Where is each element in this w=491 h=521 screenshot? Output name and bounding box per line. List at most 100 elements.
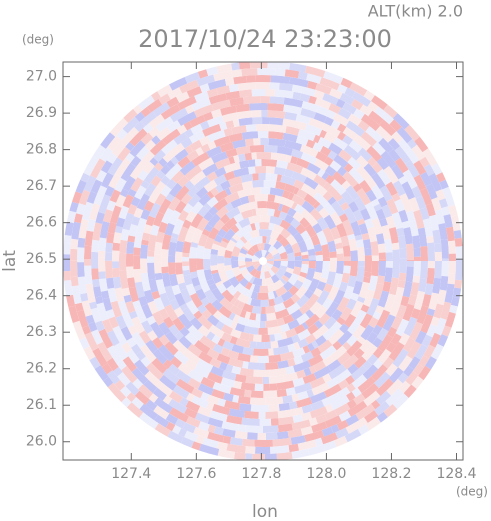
echo-cell	[268, 375, 285, 384]
echo-cell	[123, 294, 132, 303]
echo-cell	[261, 249, 267, 258]
echo-cell	[292, 91, 302, 101]
echo-cell	[324, 116, 334, 127]
echo-cell	[154, 241, 163, 255]
echo-cell	[211, 151, 228, 164]
echo-cell	[309, 259, 317, 261]
echo-cell	[264, 145, 278, 153]
echo-cell	[146, 256, 155, 263]
echo-cell	[122, 356, 137, 373]
echo-cell	[278, 416, 294, 426]
echo-cell	[425, 356, 437, 370]
echo-cell	[169, 77, 188, 91]
echo-cell	[95, 320, 105, 332]
echo-cell	[349, 261, 358, 277]
echo-cell	[241, 417, 260, 426]
echo-cell	[230, 260, 239, 269]
echo-cell	[254, 222, 260, 230]
echo-cell	[323, 383, 342, 398]
echo-cell	[238, 264, 246, 269]
echo-cell	[182, 422, 196, 434]
echo-cell	[300, 107, 317, 119]
echo-cell	[105, 252, 113, 261]
echo-cell	[106, 277, 115, 289]
echo-cell	[316, 216, 329, 231]
echo-cell	[276, 317, 286, 327]
echo-cell	[166, 96, 180, 108]
echo-cell	[239, 89, 253, 98]
echo-cell	[154, 262, 162, 274]
echo-cell	[416, 290, 425, 299]
echo-cell	[333, 154, 349, 169]
echo-cell	[420, 246, 428, 261]
echo-cell	[122, 194, 134, 209]
echo-cell	[249, 283, 256, 292]
echo-cell	[219, 297, 234, 311]
echo-cell	[246, 75, 256, 83]
echo-cell	[237, 395, 251, 405]
echo-cell	[236, 301, 245, 310]
echo-cell	[184, 230, 195, 243]
echo-cell	[362, 364, 379, 380]
echo-cell	[436, 172, 446, 183]
echo-cell	[229, 336, 238, 345]
echo-cell	[380, 111, 395, 125]
echo-cell	[186, 392, 195, 402]
echo-cell	[196, 130, 206, 140]
echo-cell	[384, 267, 393, 283]
echo-cell	[265, 262, 274, 269]
x-tick-label: 128.0	[306, 466, 346, 482]
echo-cell	[294, 261, 302, 268]
echo-cell	[363, 390, 381, 407]
echo-cell	[330, 179, 347, 196]
echo-cell	[280, 258, 289, 261]
echo-cell	[80, 292, 89, 302]
echo-cell	[297, 439, 317, 451]
echo-cell	[167, 363, 180, 376]
echo-cell	[260, 215, 271, 223]
echo-cell	[291, 201, 298, 210]
echo-cell	[84, 265, 93, 285]
echo-cell	[167, 196, 181, 212]
echo-cell	[147, 330, 158, 342]
echo-cell	[268, 404, 280, 412]
echo-cell	[402, 169, 418, 189]
echo-cell	[309, 218, 319, 227]
echo-cell	[321, 392, 341, 407]
echo-cell	[89, 356, 101, 369]
echo-cell	[353, 134, 372, 151]
echo-cell	[434, 317, 447, 336]
echo-cell	[267, 284, 276, 293]
echo-cell	[244, 281, 253, 290]
echo-cell	[292, 347, 306, 358]
echo-cell	[114, 157, 131, 178]
echo-cell	[440, 239, 449, 259]
echo-cell	[286, 302, 301, 315]
echo-cell	[403, 227, 413, 245]
echo-cell	[328, 364, 347, 380]
echo-cell	[296, 397, 313, 408]
echo-cell	[412, 363, 424, 376]
echo-cell	[165, 160, 176, 170]
echo-cell	[343, 285, 355, 300]
echo-cell	[210, 248, 219, 255]
echo-cell	[167, 255, 176, 263]
echo-cell	[304, 224, 317, 238]
echo-cell	[164, 304, 178, 322]
echo-cell	[229, 387, 245, 397]
echo-cell	[238, 424, 246, 433]
echo-cell	[388, 367, 404, 384]
echo-cell	[316, 230, 328, 246]
echo-cell	[397, 372, 409, 384]
echo-cell	[174, 331, 184, 341]
echo-cell	[116, 128, 128, 140]
echo-cell	[269, 215, 283, 226]
echo-cell	[168, 398, 188, 414]
echo-cell	[243, 232, 253, 242]
echo-cell	[131, 397, 144, 410]
echo-cell	[226, 284, 238, 296]
echo-cell	[270, 173, 278, 182]
echo-cell	[268, 237, 278, 247]
echo-cell	[290, 435, 306, 445]
echo-cell	[429, 332, 441, 348]
